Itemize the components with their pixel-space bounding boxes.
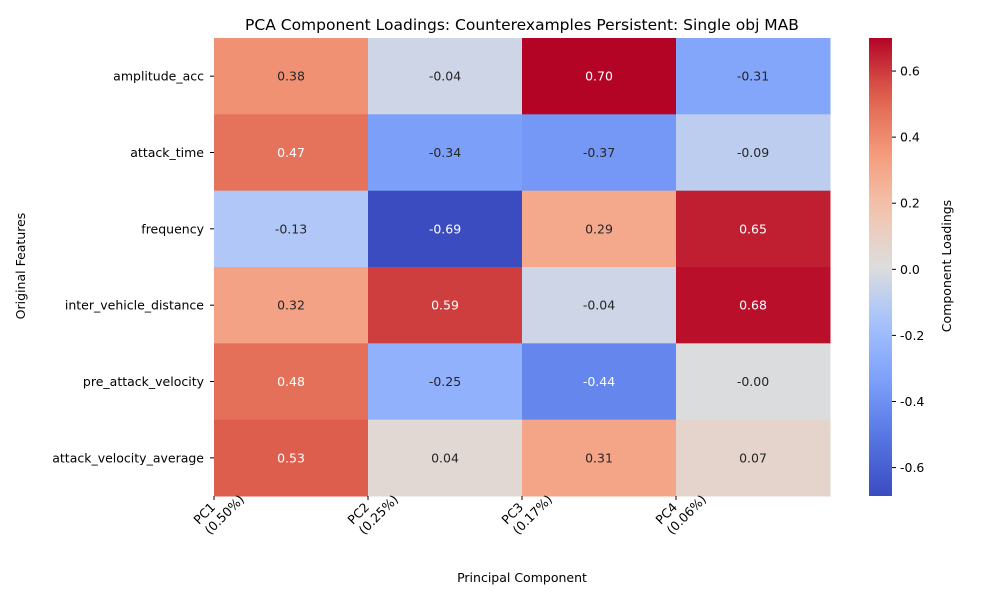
y-tick-label: attack_time [130,145,204,160]
heatmap-cell [368,343,523,421]
colorbar-ticks: -0.6 -0.4 -0.2 0.0 0.2 0.4 0.6 [892,64,924,475]
y-axis-label: Original Features [13,213,28,320]
cell-value-label: -0.09 [737,145,769,160]
chart-title: PCA Component Loadings: Counterexamples … [245,16,799,34]
cell-value-label: -0.37 [583,145,615,160]
heatmap-cell [214,419,369,497]
cell-value-label: 0.32 [277,298,305,313]
heatmap-cell [676,343,831,421]
cell-value-label: 0.53 [277,450,305,465]
heatmap-cell [522,267,677,344]
heatmap-cell [368,114,523,192]
heatmap-cell [522,190,677,268]
heatmap-cell [214,267,369,344]
cell-value-label: -0.00 [737,374,769,389]
heatmap-cell [676,190,831,268]
heatmap-cell-labels: 0.38 -0.04 0.70 -0.31 0.47 -0.34 -0.37 -0.09 -0.… [275,69,769,466]
colorbar-tick-label: -0.6 [900,460,924,475]
heatmap-cells [214,38,831,497]
colorbar-tick-label: 0.2 [900,196,920,211]
colorbar-tick-label: 0.6 [900,64,920,79]
cell-value-label: 0.38 [277,69,305,84]
heatmap-cell [522,343,677,421]
cell-value-label: 0.47 [277,145,305,160]
cell-value-label: 0.31 [585,450,613,465]
cell-value-label: -0.44 [583,374,615,389]
y-tick-label: attack_velocity_average [52,450,204,465]
colorbar [869,38,892,496]
cell-value-label: -0.25 [429,374,461,389]
y-tick-label: frequency [141,221,204,236]
colorbar-tick-label: -0.4 [900,394,924,409]
y-tick-label: pre_attack_velocity [83,374,205,389]
heatmap-cell [676,114,831,192]
y-tick-label: inter_vehicle_distance [65,298,204,313]
colorbar-tick-label: 0.4 [900,130,920,145]
heatmap-cell [368,190,523,268]
heatmap-cell [676,38,831,115]
cell-value-label: -0.31 [737,69,769,84]
heatmap-cell [368,38,523,115]
heatmap-cell [676,419,831,497]
heatmap-cell [522,419,677,497]
heatmap-cell [522,38,677,115]
heatmap-cell [368,267,523,344]
cell-value-label: -0.13 [275,221,307,236]
heatmap-cell [214,343,369,421]
y-tick-label: amplitude_acc [113,69,204,84]
colorbar-gradient [869,38,892,496]
cell-value-label: 0.07 [739,450,767,465]
heatmap-cell [214,114,369,192]
colorbar-tick-label: 0.0 [900,262,920,277]
heatmap-cell [368,419,523,497]
x-axis-label: Principal Component [457,570,587,585]
colorbar-tick-label: -0.2 [900,328,924,343]
cell-value-label: 0.70 [585,69,613,84]
cell-value-label: -0.04 [583,298,615,313]
cell-value-label: -0.34 [429,145,461,160]
heatmap-cell [676,267,831,344]
colorbar-label: Component Loadings [939,200,954,332]
heatmap-cell [214,38,369,115]
cell-value-label: 0.59 [431,298,459,313]
y-axis-ticks: amplitude_acc attack_time frequency inter_v… [52,69,214,465]
heatmap-cell [214,190,369,268]
cell-value-label: 0.48 [277,374,305,389]
cell-value-label: 0.04 [431,450,459,465]
cell-value-label: 0.68 [739,298,767,313]
cell-value-label: -0.69 [429,221,461,236]
cell-value-label: 0.65 [739,221,767,236]
heatmap-cell [522,114,677,192]
cell-value-label: 0.29 [585,221,613,236]
cell-value-label: -0.04 [429,69,461,84]
